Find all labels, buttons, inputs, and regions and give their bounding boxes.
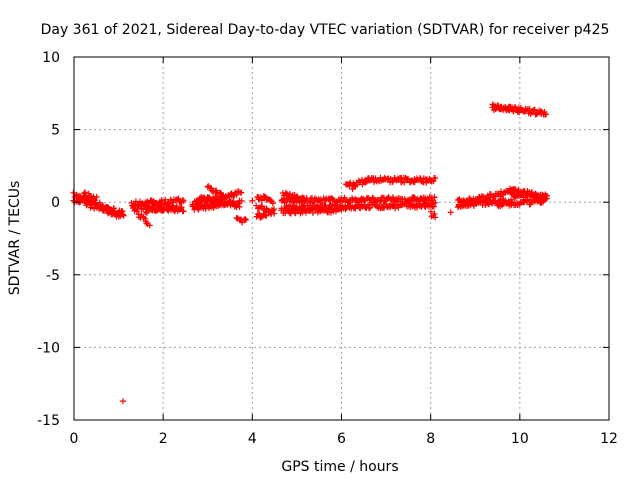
x-tick-label: 8 <box>426 431 435 447</box>
y-tick-label: 5 <box>51 123 60 139</box>
data-point <box>401 179 408 186</box>
data-point <box>229 199 236 206</box>
data-point <box>515 104 522 111</box>
data-point <box>217 190 224 197</box>
data-point <box>207 184 214 191</box>
data-point <box>223 200 230 207</box>
data-point <box>238 197 245 204</box>
data-point <box>142 209 149 216</box>
data-point <box>329 196 336 203</box>
x-tick-label: 4 <box>248 431 257 447</box>
data-point <box>263 205 270 212</box>
data-point <box>509 198 516 205</box>
data-point <box>143 210 150 217</box>
data-point <box>217 201 224 208</box>
data-point <box>411 194 418 201</box>
x-axis-label: GPS time / hours <box>281 459 398 475</box>
data-point <box>120 398 127 405</box>
data-point <box>430 203 437 210</box>
x-tick-label: 2 <box>159 431 168 447</box>
x-tick-label: 10 <box>511 431 529 447</box>
x-tick-label: 12 <box>600 431 618 447</box>
data-point <box>432 214 439 221</box>
data-point <box>96 199 103 206</box>
data-points <box>70 101 550 405</box>
data-point <box>299 194 306 201</box>
data-point <box>447 209 454 216</box>
axis-ticks: 0 2 4 6 8 10 12 -15 -10 -5 0 5 10 <box>37 50 618 447</box>
data-point <box>103 205 110 212</box>
data-point <box>91 197 98 204</box>
data-point <box>267 197 274 204</box>
data-point <box>410 194 417 201</box>
data-point <box>269 200 276 207</box>
data-point <box>431 194 438 201</box>
data-point <box>242 216 249 223</box>
data-point <box>271 206 278 213</box>
data-point <box>70 189 77 196</box>
data-point <box>238 189 245 196</box>
data-point <box>141 202 148 209</box>
data-point <box>165 200 172 207</box>
data-point <box>302 197 309 204</box>
y-tick-label: 0 <box>51 195 60 211</box>
data-point <box>389 179 396 186</box>
y-tick-label: -15 <box>37 413 60 429</box>
chart-title: Day 361 of 2021, Sidereal Day-to-day VTE… <box>41 22 610 38</box>
data-point <box>317 196 324 203</box>
data-point <box>242 215 249 222</box>
data-point <box>180 208 187 215</box>
data-point <box>249 197 256 204</box>
data-point <box>432 199 439 206</box>
data-point <box>180 197 187 204</box>
data-point <box>369 194 376 201</box>
data-point <box>143 220 150 227</box>
y-tick-label: -5 <box>46 268 60 284</box>
data-point <box>120 212 127 219</box>
data-point <box>405 175 412 182</box>
data-point <box>93 193 100 200</box>
y-axis-label: SDTVAR / TECUs <box>7 181 23 296</box>
data-point <box>146 200 153 207</box>
data-point <box>432 175 439 182</box>
data-point <box>511 186 518 193</box>
data-point <box>526 105 533 112</box>
data-point <box>413 204 420 211</box>
data-point <box>175 195 182 202</box>
x-tick-label: 6 <box>337 431 346 447</box>
data-point <box>366 205 373 212</box>
data-point <box>146 222 153 229</box>
data-point <box>263 212 270 219</box>
data-point <box>179 197 186 204</box>
data-point <box>517 107 524 114</box>
y-tick-label: -10 <box>37 340 60 356</box>
data-point <box>338 206 345 213</box>
data-point <box>258 214 265 221</box>
y-tick-label: 10 <box>42 50 60 66</box>
data-point <box>349 186 356 193</box>
data-point <box>236 203 243 210</box>
data-point <box>104 209 111 216</box>
data-point <box>491 193 498 200</box>
data-point <box>173 203 180 210</box>
data-point <box>392 205 399 212</box>
x-tick-label: 0 <box>70 431 79 447</box>
data-point <box>494 102 501 109</box>
data-point <box>355 177 362 184</box>
data-point <box>531 106 538 113</box>
data-point <box>363 178 370 185</box>
data-point <box>543 111 550 118</box>
data-point <box>543 193 550 200</box>
data-point <box>203 198 210 205</box>
data-point <box>509 189 516 196</box>
data-point <box>162 196 169 203</box>
